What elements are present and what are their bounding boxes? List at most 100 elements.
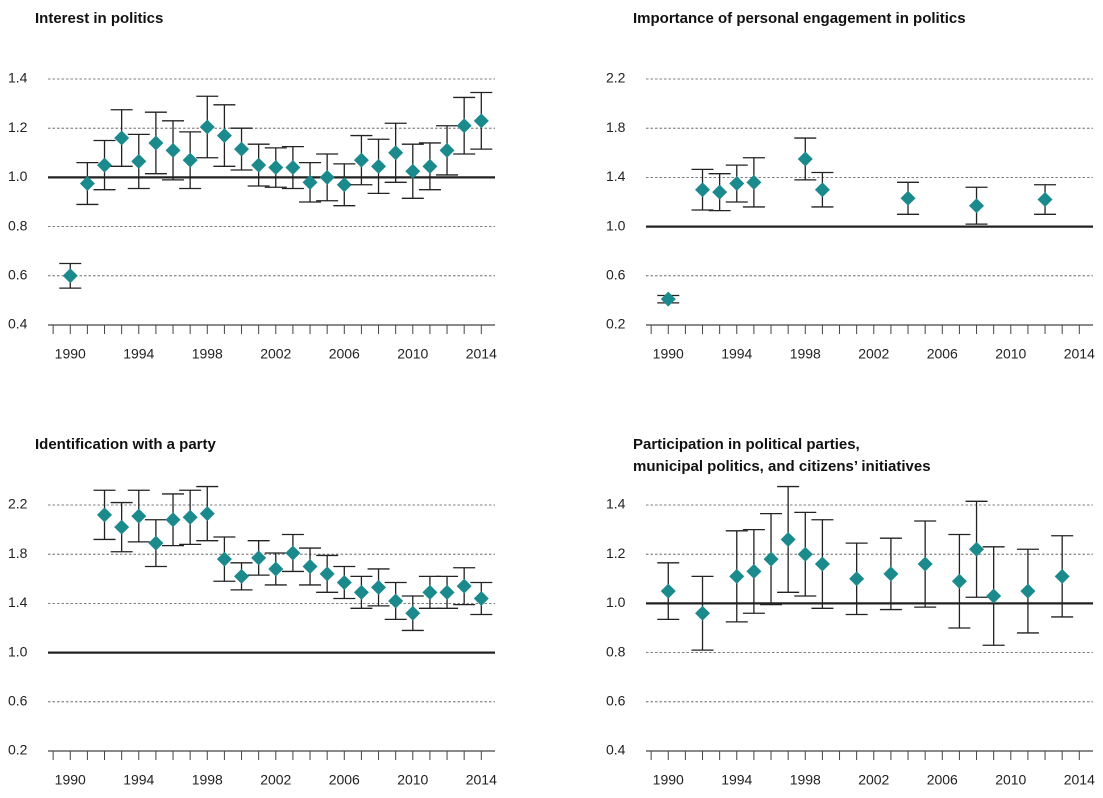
x-tick-label: 2006: [927, 772, 958, 788]
data-point: [986, 588, 1002, 604]
data-point: [849, 571, 865, 587]
y-tick-label: 1.2: [8, 119, 28, 135]
data-point: [388, 593, 404, 609]
data-point: [660, 583, 676, 599]
data-point: [353, 152, 369, 168]
x-tick-label: 2002: [260, 772, 291, 788]
y-tick-label: 1.0: [8, 643, 28, 659]
data-point: [251, 550, 267, 566]
x-tick-label: 1994: [123, 772, 154, 788]
data-point: [422, 584, 438, 600]
x-tick-label: 2002: [858, 346, 889, 362]
data-point: [268, 160, 284, 176]
x-tick-label: 2002: [260, 346, 291, 362]
y-tick-label: 1.4: [8, 70, 28, 86]
chart-panel: Importance of personal engagement in pol…: [606, 10, 1095, 362]
x-tick-label: 2010: [397, 346, 428, 362]
chart-panel: Interest in politics 0.4 0.6 0.8 1.0 1.2 1.4 19…: [8, 10, 497, 362]
data-point: [900, 190, 916, 206]
x-tick-label: 2014: [466, 346, 497, 362]
data-point: [131, 153, 147, 169]
data-point: [1037, 192, 1053, 208]
data-point: [79, 176, 95, 192]
chart-title: Importance of personal engagement in pol…: [633, 10, 966, 27]
data-point: [319, 566, 335, 582]
data-point: [729, 568, 745, 584]
data-point: [165, 142, 181, 158]
data-point: [695, 605, 711, 621]
data-point: [405, 163, 421, 179]
chart-title: Participation in political parties,: [633, 436, 860, 453]
data-point: [797, 151, 813, 167]
y-tick-label: 1.8: [8, 545, 28, 561]
x-tick-label: 2014: [1064, 772, 1095, 788]
y-tick-label: 1.2: [606, 545, 626, 561]
data-point: [148, 135, 164, 151]
data-point: [336, 177, 352, 193]
x-tick-label: 1994: [123, 346, 154, 362]
y-tick-label: 1.0: [606, 217, 626, 233]
y-tick-label: 0.6: [606, 693, 626, 709]
data-point: [182, 509, 198, 525]
chart-title: municipal politics, and citizens’ initia…: [633, 458, 931, 475]
data-point: [917, 556, 933, 572]
data-point: [969, 198, 985, 214]
data-point: [216, 551, 232, 567]
data-point: [422, 158, 438, 174]
data-point: [97, 507, 113, 523]
data-point: [199, 506, 215, 522]
data-point: [439, 142, 455, 158]
data-point: [969, 541, 985, 557]
x-tick-label: 2010: [995, 346, 1026, 362]
data-point: [234, 568, 250, 584]
y-tick-label: 0.6: [8, 693, 28, 709]
y-tick-label: 0.4: [606, 742, 626, 758]
y-tick-label: 0.4: [8, 316, 28, 332]
data-point: [353, 584, 369, 600]
data-point: [456, 118, 472, 134]
y-tick-label: 2.2: [606, 70, 626, 86]
x-tick-label: 1990: [55, 346, 86, 362]
data-point: [814, 182, 830, 198]
y-tick-label: 1.4: [8, 594, 28, 610]
data-point: [456, 578, 472, 594]
y-tick-label: 2.2: [8, 496, 28, 512]
data-point: [371, 158, 387, 174]
data-point: [1054, 568, 1070, 584]
data-point: [883, 566, 899, 582]
data-point: [951, 573, 967, 589]
data-point: [660, 291, 676, 307]
y-tick-label: 0.6: [8, 267, 28, 283]
y-tick-label: 1.4: [606, 168, 626, 184]
chart-panel: Identification with a party 0.2 0.6 1.0 1.4 1…: [8, 436, 497, 788]
x-tick-label: 2014: [1064, 346, 1095, 362]
y-tick-label: 1.0: [8, 168, 28, 184]
x-tick-label: 2002: [858, 772, 889, 788]
x-tick-label: 1990: [653, 346, 684, 362]
data-point: [780, 531, 796, 547]
data-point: [763, 551, 779, 567]
data-point: [199, 119, 215, 135]
data-point: [388, 145, 404, 161]
data-point: [251, 157, 267, 173]
data-point: [712, 184, 728, 200]
x-tick-label: 2006: [927, 346, 958, 362]
data-point: [302, 559, 318, 574]
x-tick-label: 2010: [995, 772, 1026, 788]
y-tick-label: 1.4: [606, 496, 626, 512]
x-tick-label: 1998: [192, 346, 223, 362]
data-point: [182, 152, 198, 168]
data-point: [336, 574, 352, 590]
x-tick-label: 2010: [397, 772, 428, 788]
data-point: [319, 169, 335, 185]
x-tick-label: 1998: [790, 346, 821, 362]
data-point: [114, 519, 130, 535]
x-tick-label: 1990: [653, 772, 684, 788]
x-tick-label: 1998: [790, 772, 821, 788]
y-tick-label: 0.6: [606, 267, 626, 283]
data-point: [114, 130, 130, 146]
data-point: [97, 157, 113, 173]
data-point: [285, 545, 301, 561]
x-tick-label: 2014: [466, 772, 497, 788]
